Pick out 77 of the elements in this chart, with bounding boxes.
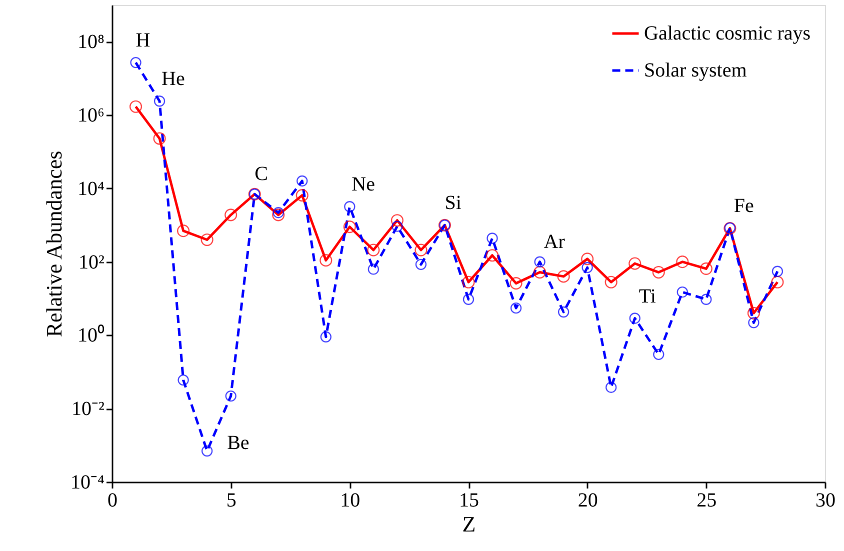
point [534, 256, 546, 268]
point [606, 382, 617, 393]
point [178, 374, 189, 386]
point [130, 56, 142, 68]
y-tick-label: 10⁴ [78, 178, 105, 200]
point [747, 306, 760, 320]
y-tick-label: 10⁻⁴ [70, 472, 105, 494]
point [367, 244, 380, 256]
y-tick-label: 10⁻² [72, 398, 104, 420]
point [153, 132, 166, 145]
point [414, 244, 428, 256]
y-axis-title: Relative Abundances [42, 150, 67, 338]
annotation: Ar [544, 230, 566, 253]
y-tick-label: 10² [78, 251, 104, 274]
point [510, 277, 522, 290]
point [296, 189, 308, 202]
point [462, 276, 475, 288]
point [272, 208, 285, 222]
annotation: Fe [734, 194, 754, 217]
legend-label: Solar system [644, 60, 748, 82]
point [534, 266, 546, 279]
point [604, 276, 618, 288]
point [200, 233, 214, 246]
x-tick-label: 0 [108, 490, 118, 512]
point [676, 256, 689, 268]
annotation: Ti [638, 285, 656, 308]
point [558, 306, 570, 318]
y-tick-label: 10⁸ [78, 31, 105, 54]
x-tick-label: 25 [696, 490, 717, 512]
point [390, 214, 404, 227]
point [343, 220, 356, 234]
point [748, 317, 760, 328]
y-tick-label: 10⁶ [78, 104, 105, 127]
x-tick-label: 5 [226, 490, 236, 512]
point [771, 276, 784, 288]
y-tick-label: 10⁰ [78, 324, 104, 347]
point [581, 252, 594, 266]
point [700, 294, 712, 305]
point [344, 201, 356, 212]
point [557, 270, 570, 283]
x-tick-label: 20 [578, 490, 598, 512]
point [510, 302, 522, 314]
x-axis-title: Z [462, 512, 476, 536]
point [653, 348, 664, 360]
annotation: Si [444, 192, 462, 214]
point [392, 220, 403, 232]
point [415, 258, 427, 270]
point [628, 257, 642, 270]
point [676, 286, 688, 298]
annotation: He [162, 68, 185, 90]
point [320, 331, 332, 342]
point [320, 254, 332, 267]
annotation: Be [227, 432, 250, 454]
annotation: Ne [352, 174, 376, 196]
point [652, 266, 665, 279]
annotation: H [136, 30, 150, 52]
annotation: C [254, 163, 268, 186]
point [582, 262, 593, 274]
point [129, 100, 142, 113]
point [368, 264, 380, 275]
point [224, 208, 238, 222]
point [629, 312, 640, 324]
x-tick-label: 15 [459, 490, 479, 512]
point [462, 294, 474, 305]
point [700, 262, 712, 275]
point [201, 445, 213, 457]
x-tick-label: 30 [816, 490, 836, 512]
point [272, 207, 284, 218]
point [177, 224, 190, 238]
point [154, 96, 166, 107]
x-tick-label: 10 [340, 490, 360, 512]
point [225, 390, 236, 402]
point [486, 232, 498, 244]
point [772, 266, 784, 277]
legend-label: Galactic cosmic rays [644, 22, 811, 44]
point [296, 175, 308, 187]
point [486, 249, 499, 262]
